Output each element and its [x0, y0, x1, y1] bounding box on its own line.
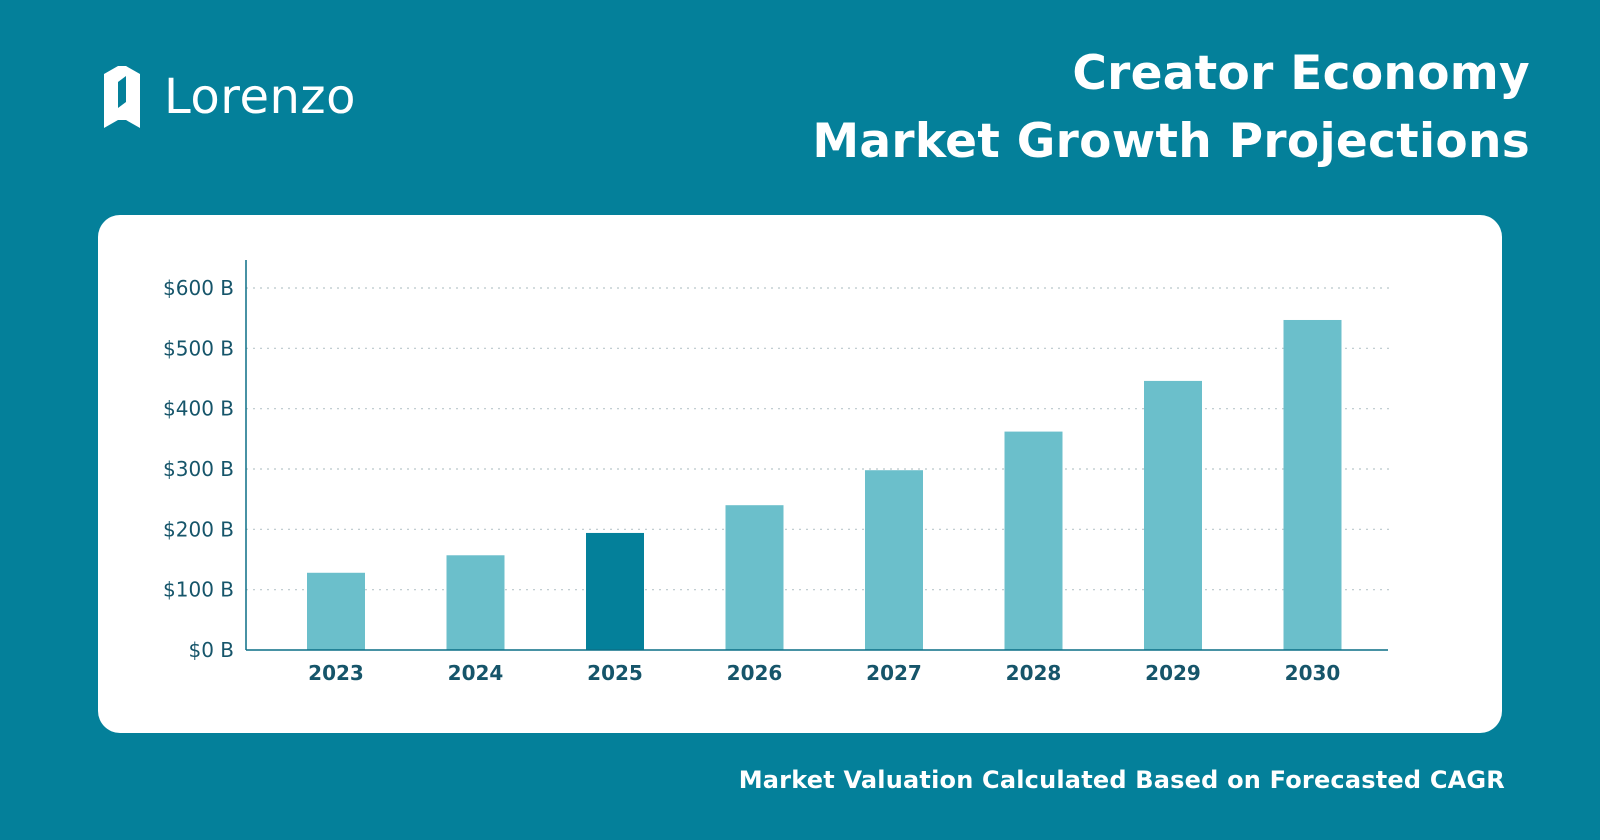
x-tick-label: 2028	[1006, 661, 1062, 685]
x-tick-label: 2026	[727, 661, 783, 685]
bar-2027	[865, 470, 923, 650]
title-line-2: Market Growth Projections	[812, 114, 1530, 169]
y-tick-label: $500 B	[163, 336, 234, 360]
bar-2029	[1144, 380, 1202, 650]
x-tick-label: 2029	[1145, 661, 1201, 685]
bar-2024	[446, 555, 505, 650]
bar-chart: $0 B $100 B $200 B $300 B $400 B $500 B $600 B…	[163, 260, 1393, 685]
bar-2025	[586, 532, 644, 650]
bar-2026	[725, 505, 784, 650]
brand-name: Lorenzo	[164, 69, 356, 125]
grid-lines	[246, 287, 1393, 591]
x-tick-label: 2027	[866, 661, 922, 685]
y-tick-labels: $0 B $100 B $200 B $300 B $400 B $500 B $600 B	[163, 276, 234, 662]
x-tick-label: 2024	[448, 661, 504, 685]
bar-2028	[1004, 431, 1063, 650]
x-tick-labels: 2023 2024 2025 2026 2027 2028 2029 2030	[308, 661, 1340, 685]
brand: Lorenzo	[102, 58, 356, 136]
x-tick-label: 2023	[308, 661, 364, 685]
axes	[245, 260, 1388, 651]
x-tick-label: 2025	[587, 661, 643, 685]
y-tick-label: $100 B	[163, 578, 234, 602]
bar-2030	[1283, 319, 1342, 650]
y-tick-label: $200 B	[163, 517, 234, 541]
footnote: Market Valuation Calculated Based on For…	[738, 766, 1505, 794]
chart-card: $0 B $100 B $200 B $300 B $400 B $500 B $600 B…	[98, 215, 1502, 733]
bars	[307, 319, 1342, 650]
y-tick-label: $300 B	[163, 457, 234, 481]
y-tick-label: $0 B	[188, 638, 234, 662]
bar-2023	[307, 572, 365, 650]
lorenzo-logo-icon	[104, 66, 140, 128]
y-tick-label: $600 B	[163, 276, 234, 300]
title-line-1: Creator Economy	[1072, 46, 1530, 101]
y-tick-label: $400 B	[163, 397, 234, 421]
page-title: Creator Economy Market Growth Projection…	[812, 40, 1530, 176]
x-tick-label: 2030	[1285, 661, 1341, 685]
